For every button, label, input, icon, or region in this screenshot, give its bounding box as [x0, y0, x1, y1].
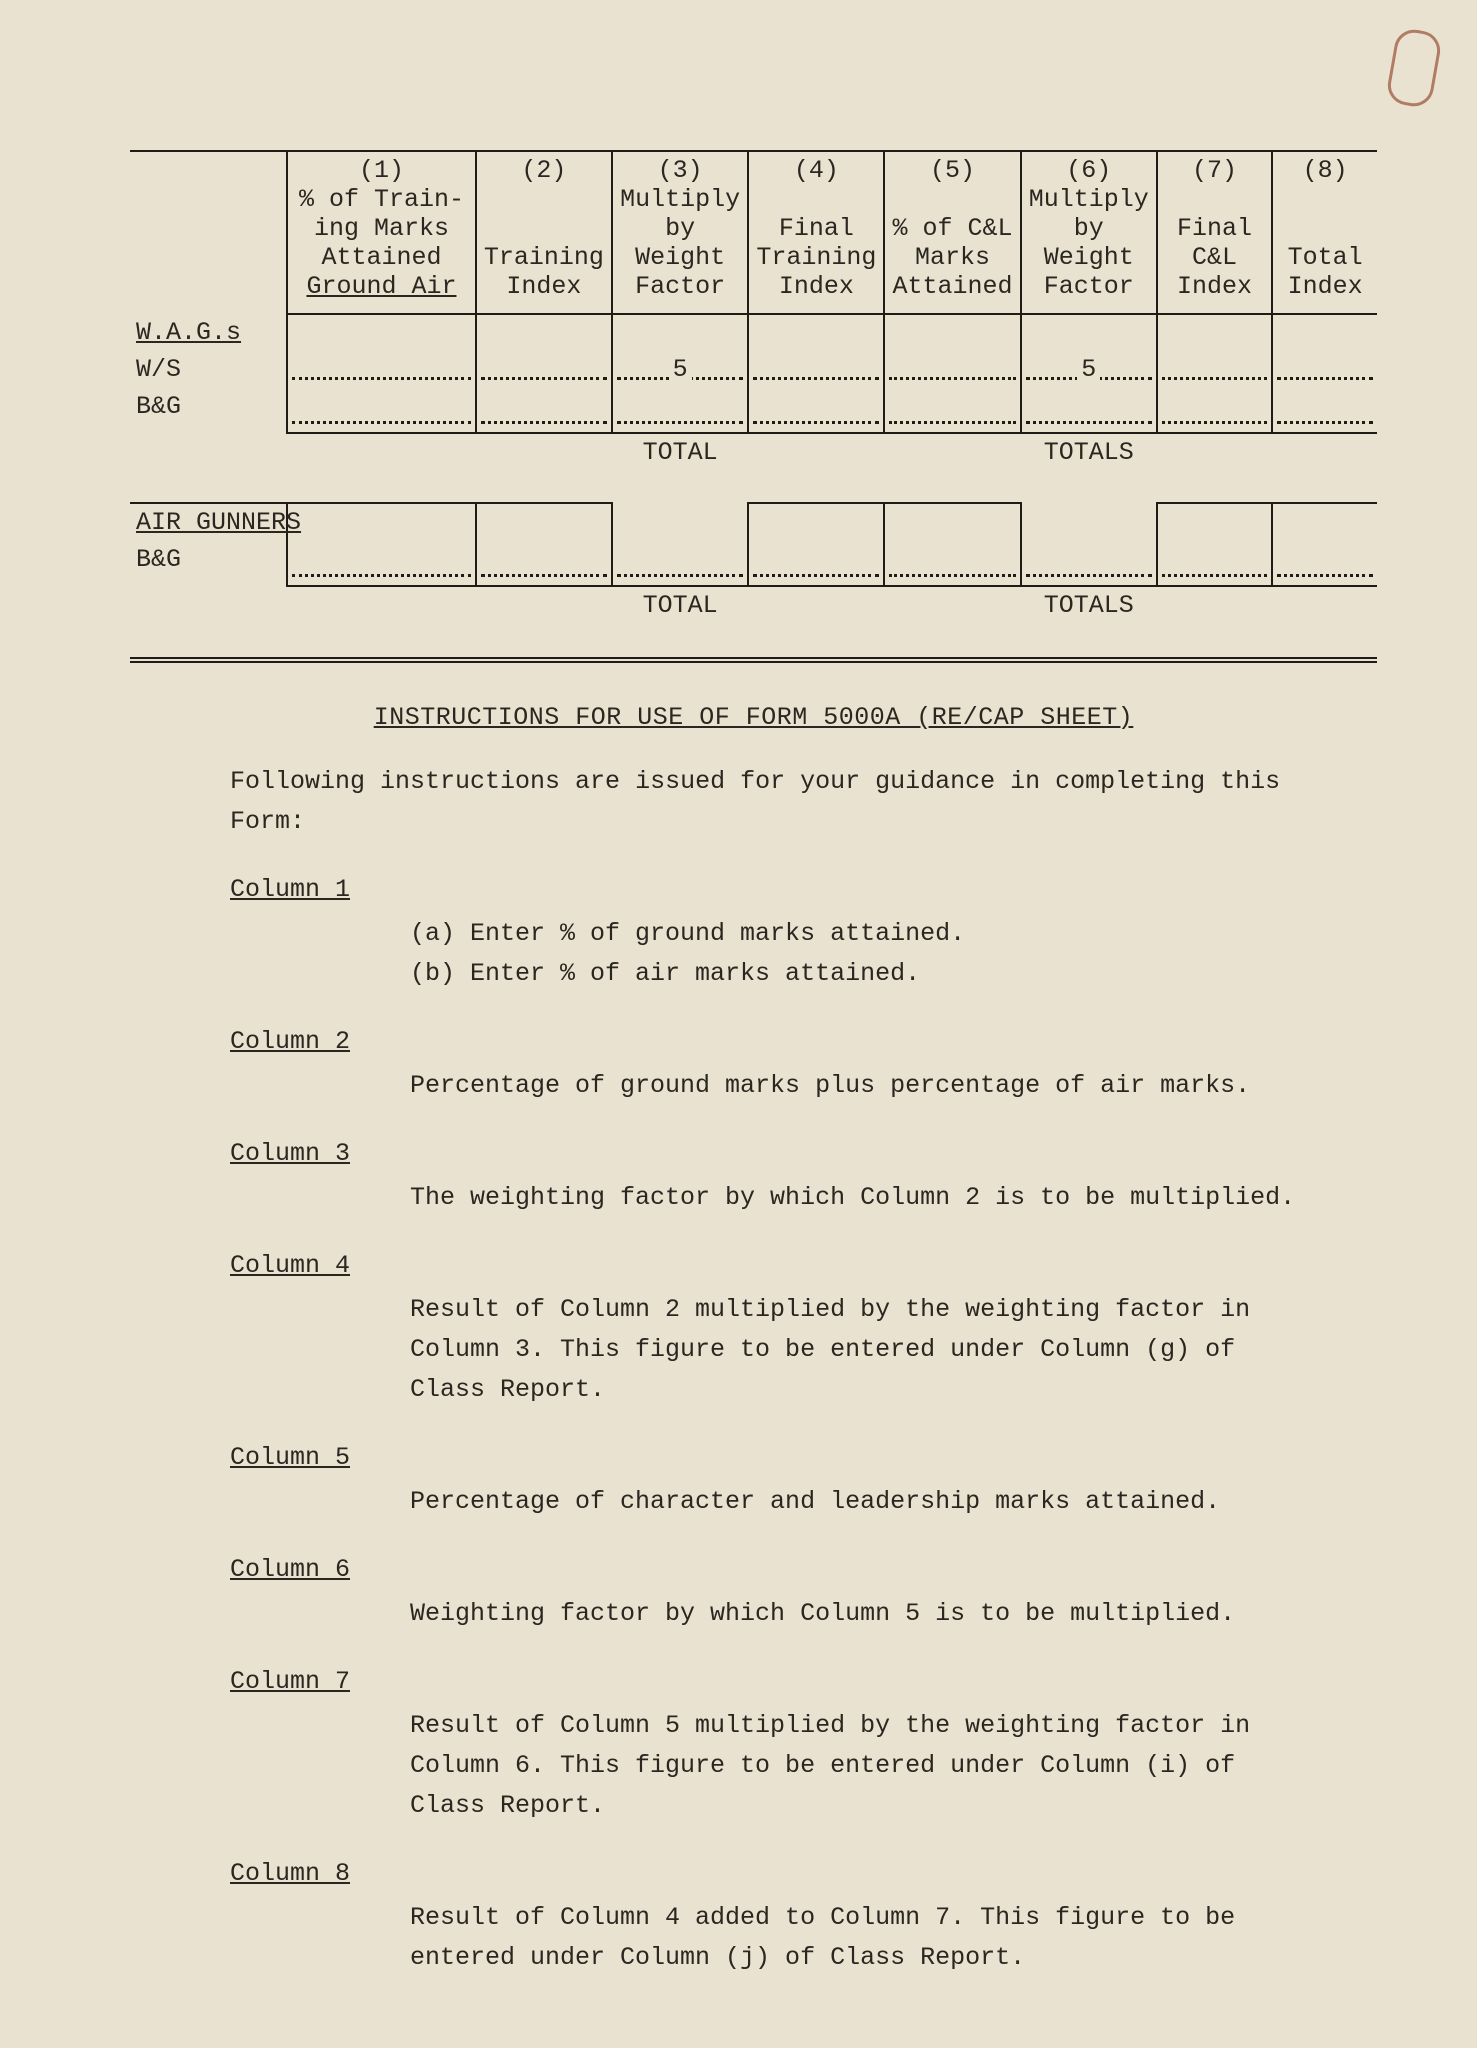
cell	[1272, 351, 1377, 388]
cell	[748, 541, 884, 586]
col6-label: Column 6	[230, 1550, 1317, 1590]
page: (1) % of Train- ing Marks Attained Groun…	[0, 0, 1477, 2048]
cell	[748, 388, 884, 433]
col6-header: (6) Multiply by Weight Factor	[1021, 151, 1157, 305]
col1-body: (a) Enter % of ground marks attained. (b…	[410, 914, 1317, 994]
cell	[476, 388, 612, 433]
cell	[1157, 351, 1272, 388]
cell	[884, 388, 1020, 433]
row-label: B&G	[130, 388, 287, 433]
cell	[287, 388, 476, 433]
cell	[612, 388, 748, 433]
totals-label: TOTALS	[1021, 433, 1157, 503]
section2-totals: TOTAL TOTALS	[130, 586, 1377, 655]
section1-totals: TOTAL TOTALS	[130, 433, 1377, 503]
col5-label: Column 5	[230, 1438, 1317, 1478]
col7-header: (7) Final C&L Index	[1157, 151, 1272, 305]
col3-body: The weighting factor by which Column 2 i…	[410, 1178, 1317, 1218]
cell: 5	[1021, 351, 1157, 388]
row-label: B&G	[130, 541, 287, 586]
table-bottom-rule	[130, 657, 1377, 663]
cell	[1157, 388, 1272, 433]
instructions-block: Following instructions are issued for yo…	[230, 762, 1317, 1978]
total-label: TOTAL	[612, 433, 748, 503]
col4-label: Column 4	[230, 1246, 1317, 1286]
row-bg2: B&G	[130, 541, 1377, 586]
col8-body: Result of Column 4 added to Column 7. Th…	[410, 1898, 1317, 1978]
cell	[884, 541, 1020, 586]
header-spacer	[130, 305, 1377, 314]
col1-a: (a) Enter % of ground marks attained.	[410, 914, 1317, 954]
cell	[476, 541, 612, 586]
recap-table: (1) % of Train- ing Marks Attained Groun…	[130, 150, 1377, 655]
totals-label: TOTALS	[1021, 586, 1157, 655]
section-heading: W.A.G.s	[136, 318, 241, 347]
cell	[748, 351, 884, 388]
col-num: (1)	[294, 156, 469, 185]
total-label: TOTAL	[612, 586, 748, 655]
paperclip-mark	[1385, 27, 1443, 110]
table-header-row: (1) % of Train- ing Marks Attained Groun…	[130, 151, 1377, 305]
col7-label: Column 7	[230, 1662, 1317, 1702]
col1-b: (b) Enter % of air marks attained.	[410, 954, 1317, 994]
col4-header: (4) Final Training Index	[748, 151, 884, 305]
col1-sub: Ground Air	[294, 272, 469, 301]
col1-label: Column 1	[230, 870, 1317, 910]
col7-body: Result of Column 5 multiplied by the wei…	[410, 1706, 1317, 1826]
cell	[884, 351, 1020, 388]
row-ws: W/S 5 5	[130, 351, 1377, 388]
col3-header: (3) Multiply by Weight Factor	[612, 151, 748, 305]
col2-body: Percentage of ground marks plus percenta…	[410, 1066, 1317, 1106]
section-heading: AIR GUNNERS	[136, 508, 301, 537]
section-gunners-heading: AIR GUNNERS	[130, 503, 1377, 541]
col6-body: Weighting factor by which Column 5 is to…	[410, 1594, 1317, 1634]
col1-header: (1) % of Train- ing Marks Attained Groun…	[287, 151, 476, 305]
section-wags-heading: W.A.G.s	[130, 314, 1377, 351]
cell	[612, 541, 748, 586]
cell	[1021, 388, 1157, 433]
col2-header: (2) Training Index	[476, 151, 612, 305]
cell	[287, 541, 476, 586]
cell	[1272, 388, 1377, 433]
cell	[1157, 541, 1272, 586]
cell: 5	[612, 351, 748, 388]
cell	[287, 351, 476, 388]
header-blank	[130, 151, 287, 314]
col5-header: (5) % of C&L Marks Attained	[884, 151, 1020, 305]
preamble: Following instructions are issued for yo…	[230, 762, 1317, 842]
row-bg: B&G	[130, 388, 1377, 433]
col8-header: (8) Total Index	[1272, 151, 1377, 305]
instructions-title: INSTRUCTIONS FOR USE OF FORM 5000A (RE/C…	[130, 703, 1377, 732]
cell	[1021, 541, 1157, 586]
cell	[1272, 541, 1377, 586]
row-label: W/S	[130, 351, 287, 388]
col8-label: Column 8	[230, 1854, 1317, 1894]
col4-body: Result of Column 2 multiplied by the wei…	[410, 1290, 1317, 1410]
col5-body: Percentage of character and leadership m…	[410, 1482, 1317, 1522]
col3-label: Column 3	[230, 1134, 1317, 1174]
col2-label: Column 2	[230, 1022, 1317, 1062]
cell	[476, 351, 612, 388]
